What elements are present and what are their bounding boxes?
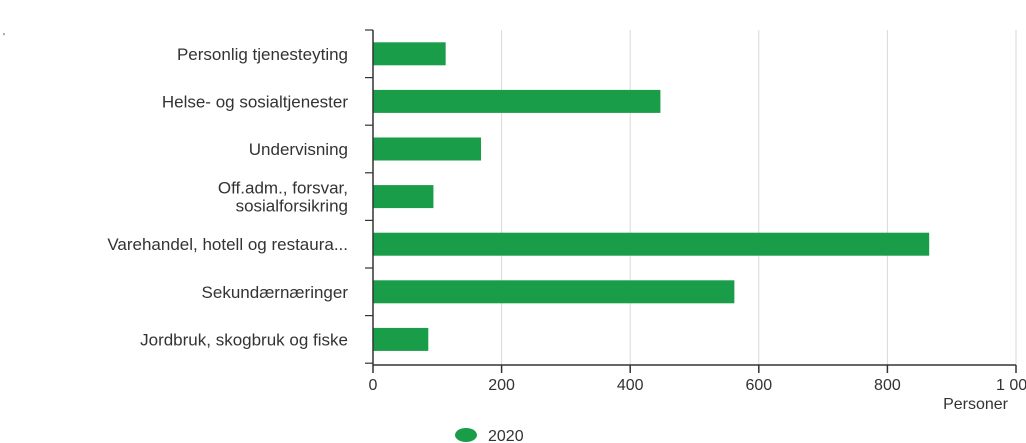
x-tick-label-1000: 1 000 [996,377,1026,394]
legend-swatch-2020 [455,428,477,442]
bar-3[interactable] [373,185,434,209]
bar-2[interactable] [373,137,482,161]
x-tick-label-800: 800 [874,377,901,394]
x-tick-label-600: 600 [745,377,772,394]
legend-label-2020: 2020 [488,428,524,443]
corner-mark: ' [3,32,5,43]
category-label-5: Sekundærnæringer [202,283,349,302]
gridlines [501,30,1017,365]
category-label-3: Off.adm., forsvar, sosialforsikring [218,179,348,216]
category-label-0: Personlig tjenesteyting [177,45,348,64]
bar-1[interactable] [373,89,661,113]
x-tick-label-0: 0 [369,377,378,394]
bar-4[interactable] [373,232,930,256]
bars [373,42,930,351]
bar-6[interactable] [373,327,429,351]
category-labels: Personlig tjenesteyting Helse- og sosialt… [107,45,348,350]
x-tick-label-400: 400 [617,377,644,394]
axes: 0 200 400 600 800 1 000 [365,29,1026,394]
category-label-6: Jordbruk, skogbruk og fiske [140,330,348,349]
x-axis-title: Personer [943,396,1009,413]
x-tick-label-200: 200 [488,377,515,394]
category-label-2: Undervisning [249,140,348,159]
category-label-4: Varehandel, hotell og restaura... [107,235,348,254]
bar-0[interactable] [373,42,446,66]
bar-5[interactable] [373,280,735,304]
category-label-1: Helse- og sosialtjenester [162,92,348,111]
legend[interactable]: 2020 [455,428,524,443]
